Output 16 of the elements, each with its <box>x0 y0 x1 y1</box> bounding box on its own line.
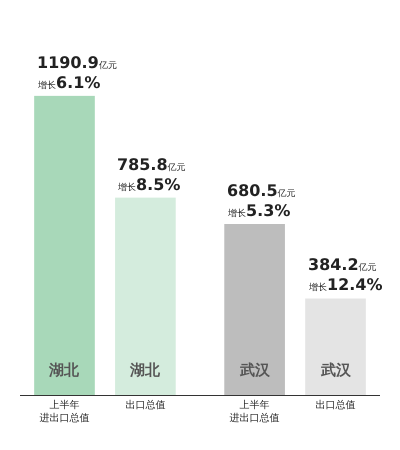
data-label: 680.5亿元 <box>227 181 296 200</box>
data-label: 1190.9亿元 <box>37 53 117 72</box>
data-label: 384.2亿元 <box>308 255 377 274</box>
annotation: 武汉 <box>320 361 352 379</box>
annotation: 增长8.5% <box>117 175 180 194</box>
x-tick-label: 上半年进出口总值 <box>39 399 90 424</box>
x-tick-label: 出口总值 <box>316 399 356 411</box>
annotation: 武汉 <box>239 361 271 379</box>
text: 增长6.1% <box>37 73 100 92</box>
x-tick-label: 上半年进出口总值 <box>230 399 280 424</box>
annotation: 增长12.4% <box>308 275 383 294</box>
x-tick-label: 出口总值 <box>125 399 166 411</box>
annotation: 湖北 <box>129 361 161 379</box>
annotation: 湖北 <box>48 361 80 379</box>
annotation: 增长5.3% <box>227 201 290 220</box>
data-label: 785.8亿元 <box>117 155 186 174</box>
